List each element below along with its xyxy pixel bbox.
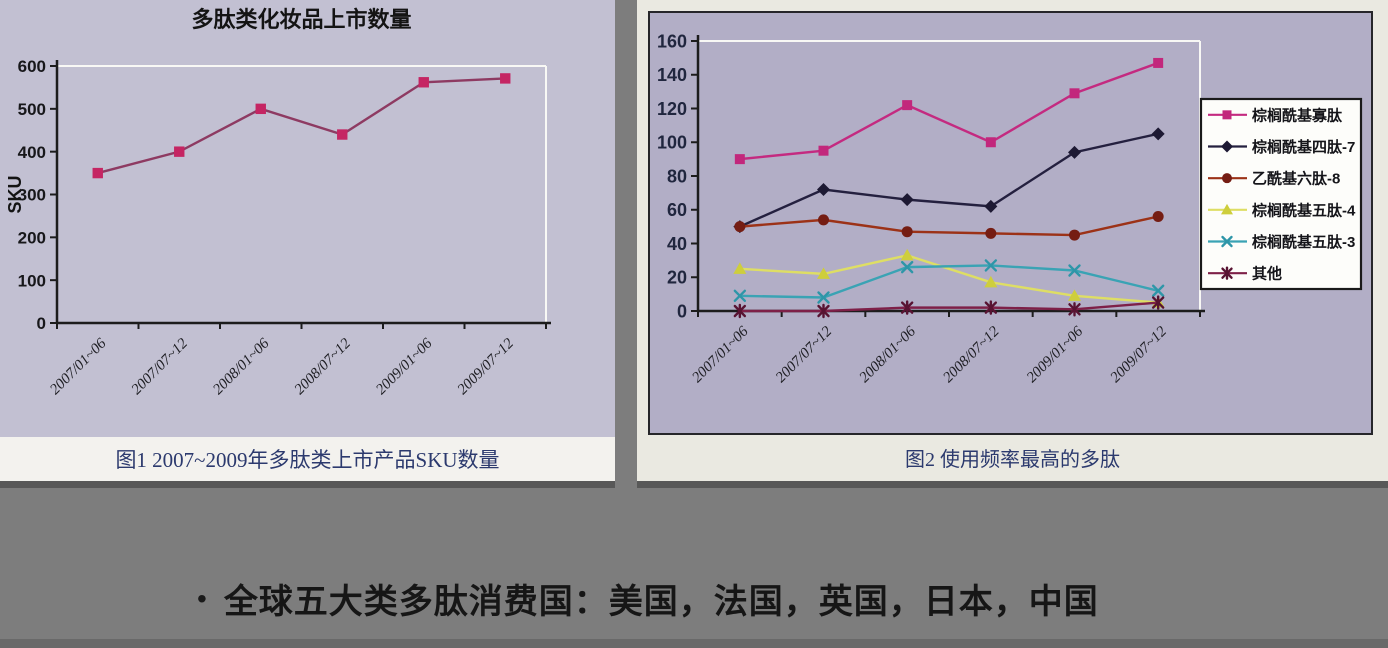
figure1-panel: 0 100 200 300 400 500 600 2007/01~06 2007/07~12 2… [0,0,615,488]
svg-text:100: 100 [18,271,46,290]
svg-text:棕榈酰基四肽-7: 棕榈酰基四肽-7 [1252,138,1355,156]
svg-text:2007/01~06: 2007/01~06 [47,335,110,398]
bullet-text: 全球五大类多肽消费国：美国，法国，英国，日本，中国 [223,583,1099,621]
svg-text:多肽类化妆品上市数量: 多肽类化妆品上市数量 [191,7,411,32]
figure2-plot-area: 0 20 40 60 80 100 120 140 160 2007/01~06 2007/07~1… [648,11,1373,435]
svg-text:140: 140 [657,65,687,85]
svg-text:40: 40 [667,234,687,254]
svg-text:棕榈酰基寡肽: 棕榈酰基寡肽 [1252,106,1343,124]
svg-text:300: 300 [18,186,46,205]
svg-text:SKU: SKU [5,175,25,213]
svg-text:2009/07~12: 2009/07~12 [455,335,518,398]
figure2-panel: 0 20 40 60 80 100 120 140 160 2007/01~06 2007/07~1… [637,0,1388,488]
svg-text:120: 120 [657,99,687,119]
svg-text:0: 0 [37,314,46,333]
svg-text:100: 100 [657,133,687,153]
svg-text:0: 0 [677,301,687,321]
svg-text:2009/01~06: 2009/01~06 [1024,323,1087,386]
svg-text:2008/01~06: 2008/01~06 [210,335,273,398]
svg-text:棕榈酰基五肽-3: 棕榈酰基五肽-3 [1252,233,1355,251]
svg-text:棕榈酰基五肽-4: 棕榈酰基五肽-4 [1252,201,1356,219]
svg-text:200: 200 [18,228,46,247]
figure2-caption: 图2 使用频率最高的多肽 [905,449,1120,471]
svg-text:80: 80 [667,166,687,186]
bullet-dot-icon: • [197,582,207,614]
figure2-line-chart: 0 20 40 60 80 100 120 140 160 2007/01~06 2007/07~1… [657,31,1363,386]
svg-text:160: 160 [657,31,687,51]
svg-text:600: 600 [18,57,46,76]
svg-text:2009/01~06: 2009/01~06 [373,335,436,398]
svg-text:60: 60 [667,200,687,220]
svg-text:400: 400 [18,143,46,162]
svg-text:500: 500 [18,100,46,119]
svg-text:2009/07~12: 2009/07~12 [1108,323,1171,386]
svg-text:乙酰基六肽-8: 乙酰基六肽-8 [1252,170,1340,188]
bullet-item: • 全球五大类多肽消费国：美国，法国，英国，日本，中国 [197,574,1099,623]
svg-text:2008/07~12: 2008/07~12 [940,323,1003,386]
svg-text:2008/01~06: 2008/01~06 [857,323,920,386]
svg-text:2007/07~12: 2007/07~12 [129,335,192,398]
svg-text:2008/07~12: 2008/07~12 [292,335,355,398]
figure1-plot-area: 0 100 200 300 400 500 600 2007/01~06 2007/07~12 2… [0,0,615,437]
svg-text:2007/01~06: 2007/01~06 [689,323,752,386]
figure1-line-chart: 0 100 200 300 400 500 600 2007/01~06 2007/07~12 2… [5,7,551,398]
svg-text:其他: 其他 [1252,265,1282,283]
figure1-caption: 图1 2007~2009年多肽类上市产品SKU数量 [115,448,500,472]
slide-bottom-edge [0,639,1388,648]
svg-text:20: 20 [667,268,687,288]
svg-text:2007/07~12: 2007/07~12 [773,323,836,386]
